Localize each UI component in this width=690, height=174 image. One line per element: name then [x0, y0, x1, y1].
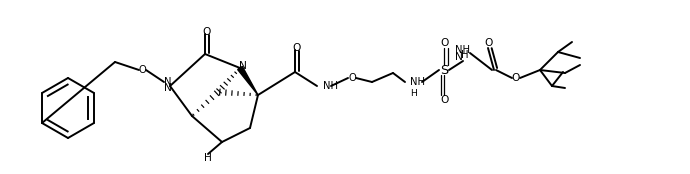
Text: O: O — [441, 38, 449, 48]
Text: O: O — [441, 95, 449, 105]
Text: O: O — [138, 65, 146, 75]
Text: N: N — [164, 77, 172, 87]
Text: H: H — [411, 89, 417, 98]
Text: NH: NH — [455, 45, 469, 55]
Text: N: N — [455, 52, 463, 62]
Text: O: O — [293, 43, 302, 53]
Polygon shape — [237, 66, 258, 95]
Text: O: O — [512, 73, 520, 83]
Text: H: H — [204, 153, 212, 163]
Text: O: O — [485, 38, 493, 48]
Text: H: H — [461, 50, 469, 60]
Text: O: O — [348, 73, 356, 83]
Text: NH: NH — [410, 77, 425, 87]
Text: N: N — [239, 61, 247, 71]
Text: S: S — [440, 64, 448, 77]
Text: NH: NH — [323, 81, 338, 91]
Text: N: N — [164, 83, 172, 93]
Text: O: O — [203, 27, 211, 37]
